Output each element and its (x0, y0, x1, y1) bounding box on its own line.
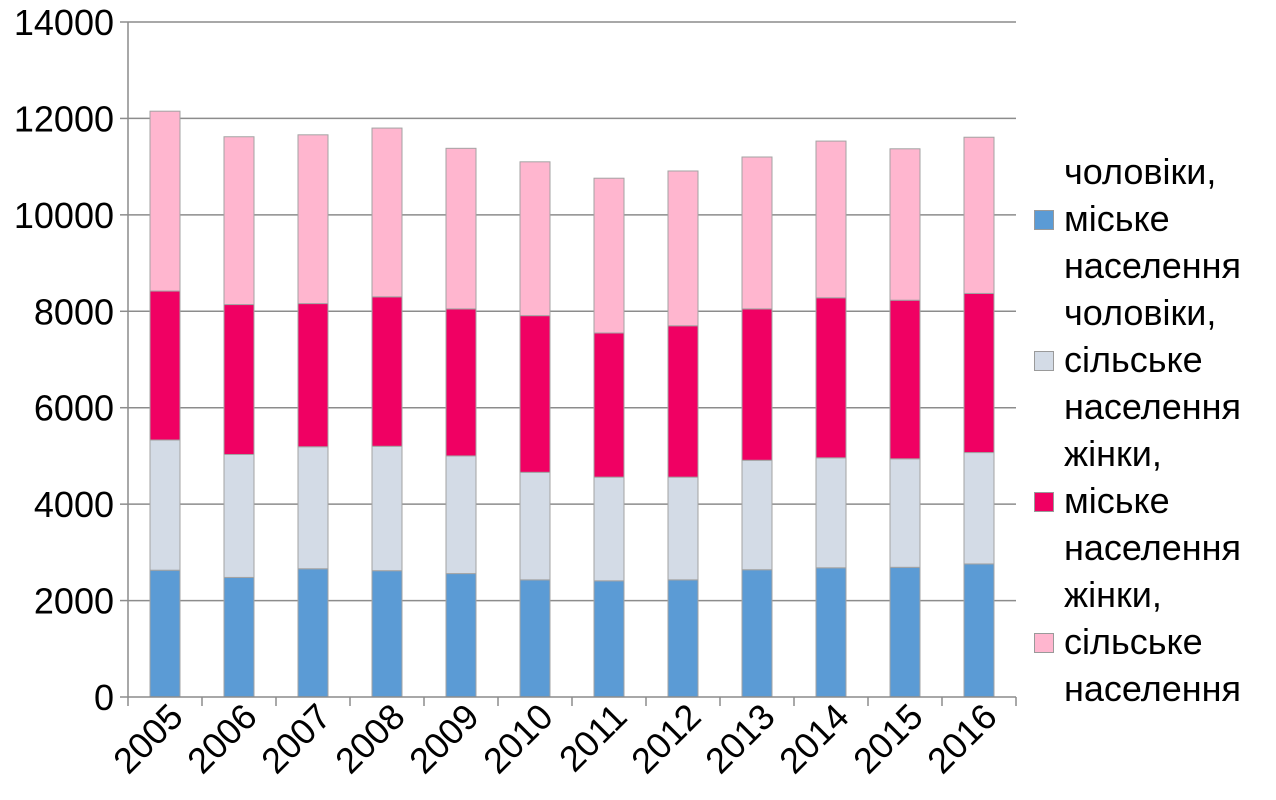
bar-segment (667, 170, 699, 327)
bar-segment (371, 127, 403, 298)
bar-segment (741, 156, 773, 310)
bar-segment (297, 568, 329, 698)
bar-segment (963, 292, 995, 454)
bar-segment (223, 453, 255, 578)
bar-segment (889, 566, 921, 698)
bar-segment (963, 452, 995, 565)
bar-segment (519, 315, 551, 473)
x-tick-label: 2014 (771, 696, 857, 782)
legend-label-line: чоловіки, (1064, 292, 1217, 333)
bar-segment (445, 147, 477, 310)
x-tick-label: 2006 (179, 696, 265, 782)
legend-label-line: сільське (1064, 621, 1203, 662)
legend-swatch (1034, 351, 1054, 371)
bar-segment (593, 580, 625, 698)
bar-segment (149, 439, 181, 571)
x-tick-label: 2012 (623, 696, 709, 782)
legend-label-line: населення (1064, 527, 1242, 568)
y-tick-label: 4000 (34, 484, 114, 525)
x-tick-label: 2005 (105, 696, 191, 782)
bar-segment (149, 569, 181, 698)
bar-segment (889, 458, 921, 568)
bar-segment (741, 569, 773, 698)
bar-segment (445, 308, 477, 457)
bar-segment (519, 471, 551, 581)
bar-segment (223, 304, 255, 455)
bar-segment (445, 455, 477, 575)
bar-segment (297, 303, 329, 448)
bar-segment (519, 579, 551, 698)
legend-label-line: сільське (1064, 339, 1203, 380)
legend-swatch (1034, 492, 1054, 512)
legend-label-line: жінки, (1064, 433, 1162, 474)
bar-segment (667, 325, 699, 478)
x-tick-label: 2013 (697, 696, 783, 782)
x-tick-label: 2007 (253, 696, 339, 782)
y-tick-label: 2000 (34, 581, 114, 622)
legend-swatch (1034, 633, 1054, 653)
legend-label-line: чоловіки, (1064, 151, 1217, 192)
legend-label-line: населення (1064, 245, 1242, 286)
bar-segment (889, 148, 921, 301)
legend-label-line: міське (1064, 198, 1170, 239)
bar-segment (371, 445, 403, 572)
legend-swatch (1034, 210, 1054, 230)
bar-segment (371, 570, 403, 698)
legend-item: чоловіки, міське населення (1030, 148, 1276, 289)
x-tick-label: 2008 (327, 696, 413, 782)
axes (127, 22, 1017, 706)
bar-segment (667, 476, 699, 581)
legend-item: чоловіки, сільське населення (1030, 289, 1276, 430)
bar-segment (149, 290, 181, 441)
x-tick-label: 2009 (401, 696, 487, 782)
x-tick-label: 2015 (845, 696, 931, 782)
bar-segment (149, 110, 181, 292)
bar-segment (963, 136, 995, 294)
y-tick-label: 14000 (14, 2, 114, 43)
legend-item: жінки, міське населення (1030, 430, 1276, 571)
bar-segment (815, 297, 847, 459)
legend-item: жінки, сільське населення (1030, 571, 1276, 712)
y-tick-label: 0 (94, 677, 114, 718)
x-tick-label: 2016 (919, 696, 1005, 782)
y-tick-label: 8000 (34, 291, 114, 332)
bar-segment (963, 563, 995, 698)
legend-label-line: населення (1064, 386, 1242, 427)
bar-segment (815, 457, 847, 569)
y-tick-label: 10000 (14, 195, 114, 236)
legend-label-line: міське (1064, 480, 1170, 521)
bar-segment (593, 332, 625, 478)
legend-label-line: жінки, (1064, 574, 1162, 615)
bar-segment (741, 459, 773, 571)
bar-segment (297, 134, 329, 305)
bar-segment (667, 579, 699, 698)
legend-label-line: населення (1064, 668, 1242, 709)
bar-segment (223, 136, 255, 306)
y-tick-label: 12000 (14, 98, 114, 139)
bar-segment (445, 573, 477, 698)
x-tick-label: 2011 (551, 696, 635, 780)
bar-segment (815, 567, 847, 698)
bars (149, 110, 995, 698)
bar-segment (889, 299, 921, 460)
gridlines (120, 21, 1016, 698)
legend: чоловіки, міське населення чоловіки, сільськ… (1030, 148, 1276, 712)
bar-segment (519, 161, 551, 317)
x-tick-label: 2010 (475, 696, 561, 782)
bar-segment (741, 308, 773, 461)
bar-segment (371, 296, 403, 447)
bar-segment (815, 140, 847, 299)
bar-segment (297, 446, 329, 570)
y-axis-tick-labels: 0 2000 4000 6000 8000 10000 12000 14000 (14, 2, 114, 718)
bar-segment (223, 576, 255, 698)
x-axis-tick-labels: 2005200620072008200920102011201220132014… (105, 696, 1005, 782)
bar-segment (593, 177, 625, 334)
bar-segment (593, 476, 625, 582)
y-tick-label: 6000 (34, 388, 114, 429)
